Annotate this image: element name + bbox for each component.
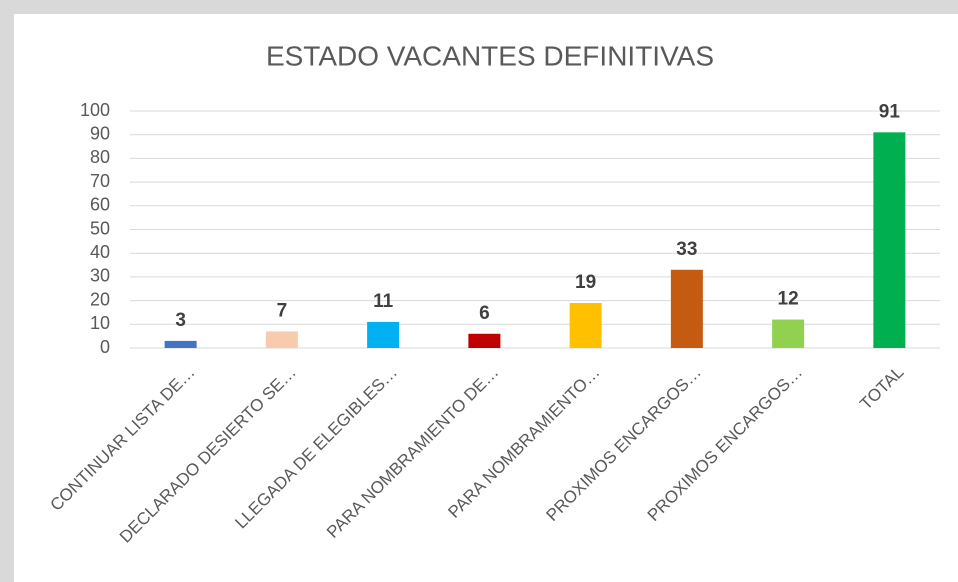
bar: [265, 331, 298, 348]
bar: [772, 319, 805, 348]
chart-title: ESTADO VACANTES DEFINITIVAS: [266, 40, 714, 71]
data-label: 12: [778, 289, 799, 310]
y-tick-label: 30: [90, 266, 110, 286]
data-label: 7: [277, 300, 288, 321]
y-tick-label: 0: [100, 337, 110, 357]
y-tick-label: 60: [90, 195, 110, 215]
y-tick-label: 50: [90, 218, 110, 238]
bar: [670, 269, 703, 348]
chart-area: [14, 14, 958, 582]
bar: [164, 340, 197, 348]
data-label: 6: [479, 303, 490, 324]
data-label: 33: [676, 239, 697, 260]
bar: [367, 321, 400, 348]
y-tick-label: 80: [90, 147, 110, 167]
y-tick-label: 10: [90, 313, 110, 333]
y-tick-label: 40: [90, 242, 110, 262]
data-label: 19: [575, 272, 596, 293]
bar: [468, 333, 501, 348]
y-tick-label: 20: [90, 289, 110, 309]
data-label: 3: [175, 310, 186, 331]
data-label: 91: [879, 101, 901, 122]
bar: [569, 302, 602, 348]
data-label: 11: [373, 291, 394, 312]
y-tick-label: 90: [90, 123, 110, 143]
bar: [873, 132, 906, 348]
y-tick-label: 100: [80, 100, 110, 120]
y-tick-label: 70: [90, 171, 110, 191]
